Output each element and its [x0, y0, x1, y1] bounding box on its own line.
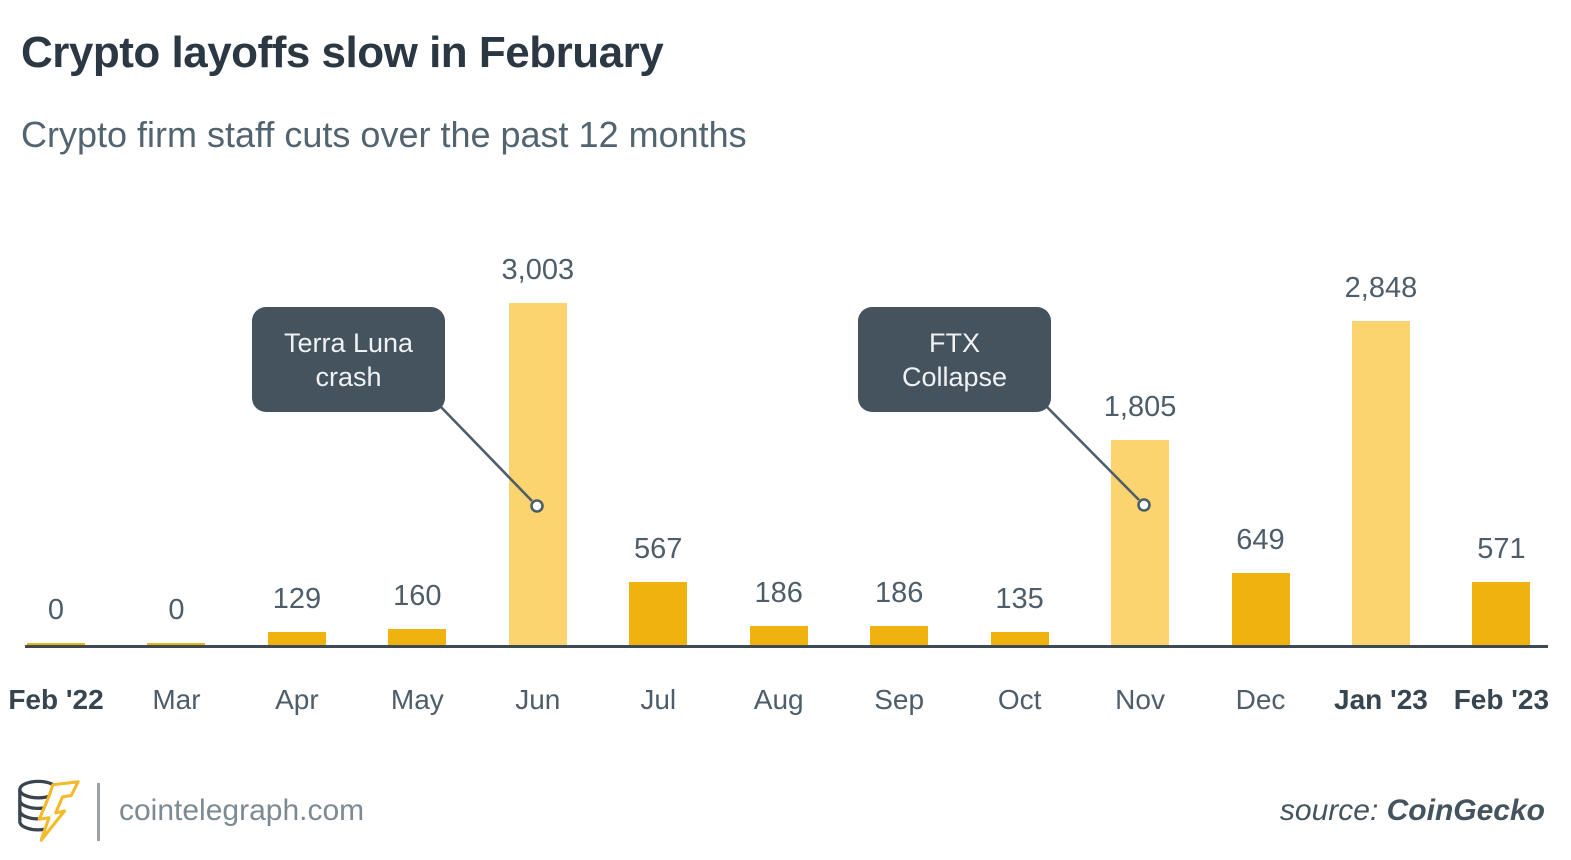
bar-Oct: [991, 632, 1049, 647]
category-label: Jun: [515, 684, 561, 715]
bar-Dec: [1232, 573, 1290, 647]
category-label: Mar: [152, 684, 201, 715]
bar-Jun: [509, 303, 567, 647]
category-label: Sep: [874, 684, 925, 715]
footer-divider: [97, 783, 100, 841]
value-label: 129: [272, 583, 322, 615]
value-label: 571: [1477, 533, 1526, 565]
value-label: 0: [168, 594, 185, 626]
value-label: 649: [1236, 524, 1285, 556]
category-label: Aug: [753, 684, 804, 715]
category-label: Feb '22: [8, 684, 104, 715]
category-label: Jul: [640, 684, 677, 715]
bar-Nov: [1111, 440, 1169, 647]
value-label: 0: [47, 594, 65, 626]
cointelegraph-logo-icon: [18, 779, 80, 842]
annotation-ftx-collapse: FTX Collapse: [858, 307, 1051, 412]
annotation-line: Collapse: [901, 361, 1008, 392]
annotation-terra-luna-crash: Terra Luna crash: [252, 307, 445, 412]
bar-Jan '23: [1352, 321, 1410, 647]
chart-subtitle: Crypto firm staff cuts over the past 12 …: [21, 114, 747, 155]
annotation-line: crash: [315, 361, 382, 392]
value-label: 567: [634, 533, 683, 565]
source-prefix-label: source:: [1279, 794, 1387, 827]
bar-Feb '23: [1472, 582, 1530, 647]
category-label: Jan '23: [1334, 684, 1428, 715]
bar-Aug: [750, 626, 808, 647]
category-label: Apr: [275, 684, 319, 715]
annotation-line: Terra Luna: [283, 327, 414, 358]
bar-Jul: [629, 582, 687, 647]
value-label: 186: [754, 577, 803, 609]
category-label: Oct: [997, 684, 1042, 715]
bar-May: [388, 629, 446, 647]
category-label: Feb '23: [1453, 684, 1550, 715]
value-label: 135: [995, 583, 1044, 615]
value-label: 2,848: [1344, 272, 1418, 304]
category-label: Nov: [1115, 684, 1165, 715]
category-label: May: [390, 684, 444, 715]
footer-source: source: CoinGecko: [1280, 794, 1545, 828]
chart-title: Crypto layoffs slow in February: [21, 28, 664, 77]
category-label: Dec: [1235, 684, 1286, 715]
bar-Apr: [268, 632, 326, 647]
x-axis-line: [25, 645, 1548, 648]
source-name-label: CoinGecko: [1386, 794, 1545, 827]
value-label: 160: [393, 580, 442, 612]
value-label: 3,003: [501, 254, 575, 286]
value-label: 1,805: [1103, 391, 1177, 423]
value-label: 186: [874, 577, 924, 609]
bar-Sep: [870, 626, 928, 647]
footer-site-url: cointelegraph.com: [119, 794, 365, 827]
annotation-line: FTX: [929, 327, 980, 358]
